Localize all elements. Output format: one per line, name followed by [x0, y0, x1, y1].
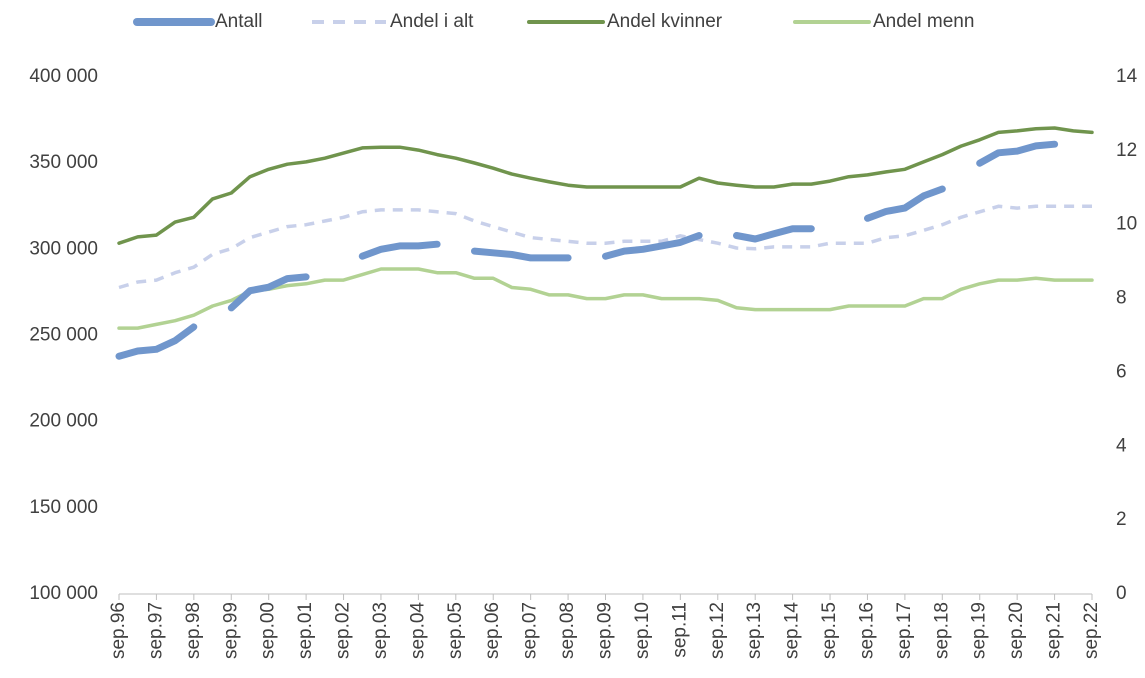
x-tick-label: sep.01 — [295, 602, 316, 659]
y-tick-label: 350 000 — [29, 152, 98, 173]
x-tick-label: sep.16 — [856, 602, 877, 659]
x-tick-label: sep.96 — [108, 602, 129, 659]
x-tick-label: sep.21 — [1044, 602, 1065, 659]
x-tick-label: sep.06 — [482, 602, 503, 659]
x-tick-label: sep.97 — [145, 602, 166, 659]
x-tick-label: sep.22 — [1081, 602, 1102, 659]
series-line — [117, 126, 1094, 245]
x-tick-label: sep.19 — [969, 602, 990, 659]
x-tick-label: sep.12 — [707, 602, 728, 659]
x-tick-label: sep.05 — [445, 602, 466, 659]
y2-tick-label: 0 — [1116, 583, 1127, 604]
x-tick-label: sep.14 — [782, 602, 803, 659]
series-line — [115, 140, 1059, 360]
legend-label: Andel i alt — [390, 11, 474, 32]
x-tick-label: sep.98 — [183, 602, 204, 659]
series-line — [118, 204, 1092, 290]
legend-label: Antall — [215, 11, 263, 32]
y-tick-label: 250 000 — [29, 325, 98, 346]
y2-tick-label: 12 — [1116, 140, 1137, 161]
y2-tick-label: 4 — [1116, 435, 1127, 456]
x-tick-label: sep.08 — [557, 602, 578, 659]
x-tick-label: sep.20 — [1006, 602, 1027, 659]
y-tick-label: 100 000 — [29, 583, 98, 604]
series-line — [117, 267, 1094, 330]
legend-label: Andel menn — [873, 11, 974, 32]
x-tick-label: sep.13 — [744, 602, 765, 659]
y-tick-label: 200 000 — [29, 411, 98, 432]
x-tick-label: sep.07 — [520, 602, 541, 659]
x-tick-label: sep.04 — [407, 602, 428, 659]
y2-tick-label: 8 — [1116, 288, 1127, 309]
legend-label: Andel kvinner — [607, 11, 723, 32]
x-tick-label: sep.99 — [220, 602, 241, 659]
x-tick-label: sep.11 — [669, 602, 690, 658]
y2-tick-label: 2 — [1116, 509, 1127, 530]
x-tick-label: sep.09 — [595, 602, 616, 659]
x-tick-label: sep.18 — [931, 602, 952, 659]
y2-tick-label: 10 — [1116, 214, 1137, 235]
x-tick-label: sep.10 — [632, 602, 653, 659]
y2-tick-label: 14 — [1116, 66, 1138, 87]
x-tick-label: sep.02 — [333, 602, 354, 659]
y-tick-label: 300 000 — [29, 238, 98, 259]
y-tick-label: 400 000 — [29, 66, 98, 87]
x-tick-label: sep.17 — [894, 602, 915, 659]
x-tick-label: sep.03 — [370, 602, 391, 659]
y2-tick-label: 6 — [1116, 361, 1127, 382]
x-tick-label: sep.15 — [819, 602, 840, 659]
x-tick-label: sep.00 — [258, 602, 279, 659]
y-tick-label: 150 000 — [29, 497, 98, 518]
